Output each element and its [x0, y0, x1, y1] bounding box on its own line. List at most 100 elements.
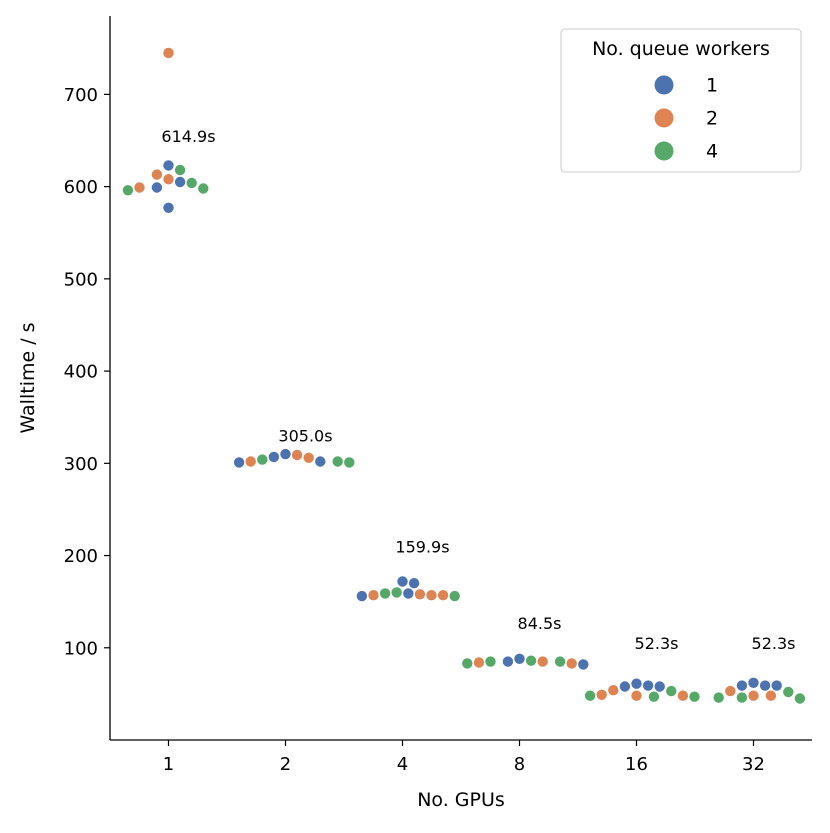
y-tick-label: 100 [64, 638, 98, 659]
y-axis-label: Walltime / s [17, 322, 39, 433]
data-point-workers-4 [584, 690, 596, 701]
data-point-workers-2 [291, 449, 303, 461]
data-point-workers-4 [783, 686, 794, 698]
data-point-workers-2 [163, 47, 174, 59]
data-point-workers-2 [631, 690, 642, 701]
data-point-workers-1 [642, 680, 654, 691]
median-annotation: 305.0s [278, 427, 332, 446]
data-point-workers-1 [280, 448, 291, 460]
data-point-workers-4 [449, 590, 460, 602]
data-point-workers-4 [257, 454, 268, 465]
y-tick-label: 400 [64, 362, 98, 383]
data-point-workers-1 [578, 659, 589, 670]
legend-entries: 1 2 4 [654, 75, 718, 163]
data-point-workers-1 [268, 451, 280, 463]
data-point-workers-1 [403, 588, 414, 599]
data-point-workers-1 [631, 678, 642, 689]
data-point-workers-4 [713, 692, 724, 703]
data-point-workers-2 [473, 657, 485, 668]
axes-layer [109, 16, 812, 741]
data-point-workers-4 [122, 185, 134, 196]
data-point-workers-4 [736, 692, 748, 703]
data-point-workers-1 [315, 456, 326, 467]
data-point-workers-4 [666, 685, 677, 697]
data-point-workers-1 [233, 457, 245, 468]
data-point-workers-1 [759, 680, 771, 691]
data-point-workers-2 [134, 182, 145, 193]
data-point-workers-2 [437, 590, 449, 601]
data-point-workers-2 [303, 452, 314, 463]
data-point-workers-4 [689, 691, 700, 702]
annotations-layer: 614.9s 305.0s 159.9s 84.5s 52.3s 52.3s [161, 127, 795, 653]
median-annotation: 52.3s [635, 634, 679, 653]
x-ticks: 1 2 4 8 16 32 [163, 740, 765, 775]
x-axis-label: No. GPUs [417, 789, 505, 811]
data-point-workers-4 [391, 587, 402, 598]
data-point-workers-4 [186, 177, 197, 189]
y-tick-label: 700 [64, 85, 98, 106]
data-point-workers-1 [771, 680, 782, 691]
data-point-workers-2 [426, 590, 437, 601]
data-point-workers-1 [502, 656, 514, 667]
y-tick-label: 600 [64, 177, 98, 198]
data-point-workers-2 [677, 690, 689, 701]
data-point-workers-2 [566, 658, 577, 669]
x-tick-label: 1 [163, 754, 174, 775]
data-point-workers-2 [537, 656, 548, 667]
y-tick-label: 200 [64, 546, 98, 567]
data-points-layer [122, 47, 806, 704]
data-point-workers-4 [554, 656, 566, 667]
data-point-workers-2 [765, 690, 777, 701]
data-point-workers-2 [414, 589, 426, 600]
x-tick-label: 4 [397, 754, 408, 775]
data-point-workers-1 [151, 182, 163, 193]
data-point-workers-2 [151, 169, 163, 180]
y-ticks: 100 200 300 400 500 600 700 [64, 85, 110, 659]
data-point-workers-2 [163, 174, 174, 185]
data-point-workers-1 [356, 590, 368, 602]
data-point-workers-1 [397, 576, 408, 587]
x-tick-label: 8 [514, 754, 525, 775]
legend-marker-workers-4 [654, 141, 674, 161]
legend-box [560, 28, 802, 173]
data-point-workers-1 [514, 653, 525, 664]
legend: No. queue workers 1 2 4 [560, 28, 802, 173]
data-point-workers-4 [332, 456, 343, 467]
data-point-workers-1 [619, 681, 631, 692]
data-point-workers-1 [163, 202, 174, 213]
data-point-workers-4 [525, 655, 537, 666]
data-point-workers-1 [748, 677, 759, 688]
legend-title: No. queue workers [592, 38, 770, 60]
data-point-workers-4 [462, 658, 473, 669]
median-annotation: 614.9s [161, 127, 215, 146]
x-tick-label: 32 [742, 754, 765, 775]
x-tick-label: 16 [625, 754, 648, 775]
data-point-workers-2 [725, 685, 736, 697]
x-tick-label: 2 [280, 754, 291, 775]
data-point-workers-2 [368, 590, 379, 601]
data-point-workers-4 [648, 691, 660, 702]
data-point-workers-4 [174, 164, 186, 176]
legend-label-workers-2: 2 [706, 108, 718, 130]
median-annotation: 159.9s [395, 537, 449, 556]
data-point-workers-1 [408, 578, 420, 589]
y-tick-label: 300 [64, 454, 98, 475]
data-point-workers-4 [794, 693, 806, 704]
data-point-workers-2 [748, 690, 759, 701]
data-point-workers-1 [163, 160, 174, 171]
legend-marker-workers-2 [654, 108, 674, 128]
data-point-workers-4 [379, 588, 391, 599]
legend-marker-workers-1 [654, 75, 674, 95]
median-annotation: 84.5s [518, 614, 562, 633]
data-point-workers-1 [174, 176, 186, 188]
legend-label-workers-1: 1 [706, 75, 718, 97]
data-point-workers-2 [608, 685, 619, 696]
y-tick-label: 500 [64, 269, 98, 290]
data-point-workers-1 [736, 680, 748, 691]
data-point-workers-1 [654, 681, 665, 692]
median-annotation: 52.3s [752, 634, 796, 653]
legend-label-workers-4: 4 [706, 141, 718, 163]
data-point-workers-2 [245, 456, 256, 467]
